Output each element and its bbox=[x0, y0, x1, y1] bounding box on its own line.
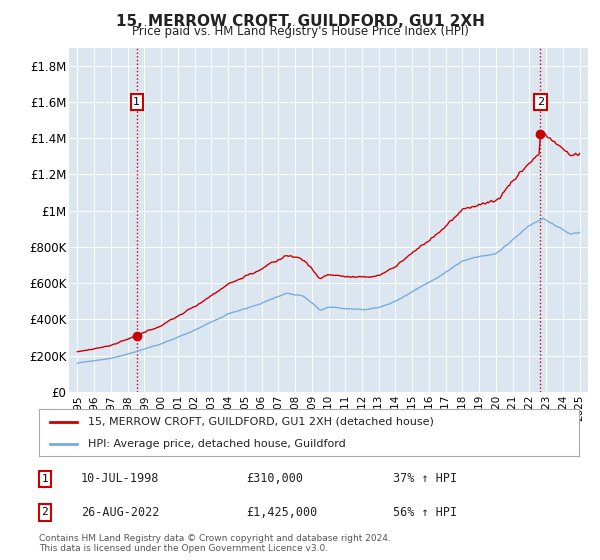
Text: Contains HM Land Registry data © Crown copyright and database right 2024.
This d: Contains HM Land Registry data © Crown c… bbox=[39, 534, 391, 553]
Text: 15, MERROW CROFT, GUILDFORD, GU1 2XH: 15, MERROW CROFT, GUILDFORD, GU1 2XH bbox=[116, 14, 484, 29]
Text: 1: 1 bbox=[133, 97, 140, 107]
Text: 1: 1 bbox=[41, 474, 49, 484]
Text: HPI: Average price, detached house, Guildford: HPI: Average price, detached house, Guil… bbox=[88, 438, 346, 449]
Text: 26-AUG-2022: 26-AUG-2022 bbox=[81, 506, 160, 519]
Text: 2: 2 bbox=[41, 507, 49, 517]
Text: Price paid vs. HM Land Registry's House Price Index (HPI): Price paid vs. HM Land Registry's House … bbox=[131, 25, 469, 38]
Text: 15, MERROW CROFT, GUILDFORD, GU1 2XH (detached house): 15, MERROW CROFT, GUILDFORD, GU1 2XH (de… bbox=[88, 417, 433, 427]
Text: 56% ↑ HPI: 56% ↑ HPI bbox=[393, 506, 457, 519]
Text: 10-JUL-1998: 10-JUL-1998 bbox=[81, 472, 160, 486]
Text: 2: 2 bbox=[537, 97, 544, 107]
Text: 37% ↑ HPI: 37% ↑ HPI bbox=[393, 472, 457, 486]
Text: £1,425,000: £1,425,000 bbox=[246, 506, 317, 519]
Text: £310,000: £310,000 bbox=[246, 472, 303, 486]
